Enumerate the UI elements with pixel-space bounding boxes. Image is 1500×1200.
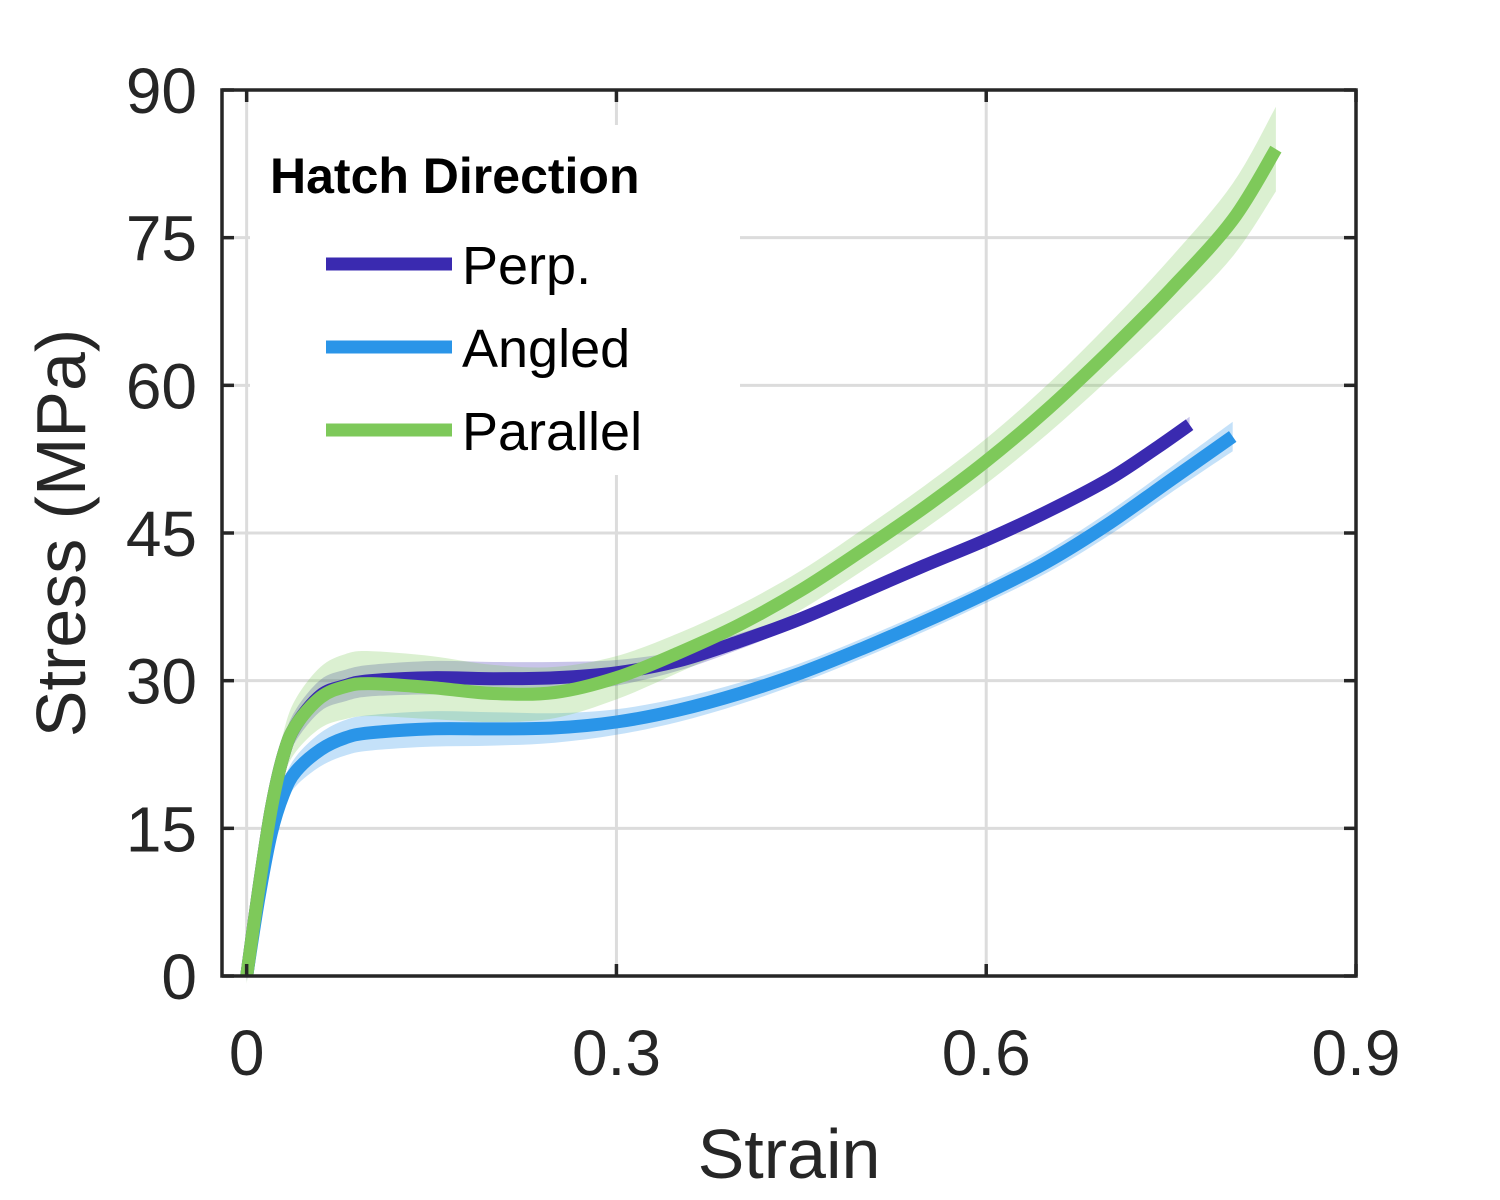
- confidence-band-angled: [246, 421, 1233, 980]
- y-tick-label: 0: [161, 941, 197, 1013]
- y-tick-label: 60: [126, 350, 197, 422]
- x-tick-label: 0.9: [1312, 1017, 1401, 1089]
- legend: Hatch Direction Perp. Angled Parallel: [250, 125, 740, 475]
- y-tick-label: 90: [126, 55, 197, 127]
- legend-items: Perp. Angled Parallel: [326, 236, 642, 462]
- legend-label-angled: Angled: [462, 319, 630, 379]
- series-line-parallel: [240, 145, 1282, 977]
- y-tick-label: 30: [126, 646, 197, 718]
- y-tick-label: 15: [126, 793, 197, 865]
- series-line-angled: [240, 431, 1237, 977]
- x-tick-label: 0.6: [942, 1017, 1031, 1089]
- legend-title: Hatch Direction: [270, 148, 640, 204]
- legend-background: [250, 125, 740, 475]
- y-axis-title: Stress (MPa): [22, 329, 100, 737]
- x-axis-title: Strain: [698, 1115, 881, 1193]
- y-tick-label: 45: [126, 498, 197, 570]
- x-tick-label: 0.3: [572, 1017, 661, 1089]
- y-tick-label: 75: [126, 203, 197, 275]
- legend-label-perp: Perp.: [462, 236, 591, 296]
- x-tick-label: 0: [229, 1017, 265, 1089]
- series-lines: [240, 145, 1282, 977]
- legend-label-parallel: Parallel: [462, 402, 642, 462]
- axis-ticks: 0 0.3 0.6 0.9 0 15 30 45 60 75 90: [126, 55, 1401, 1089]
